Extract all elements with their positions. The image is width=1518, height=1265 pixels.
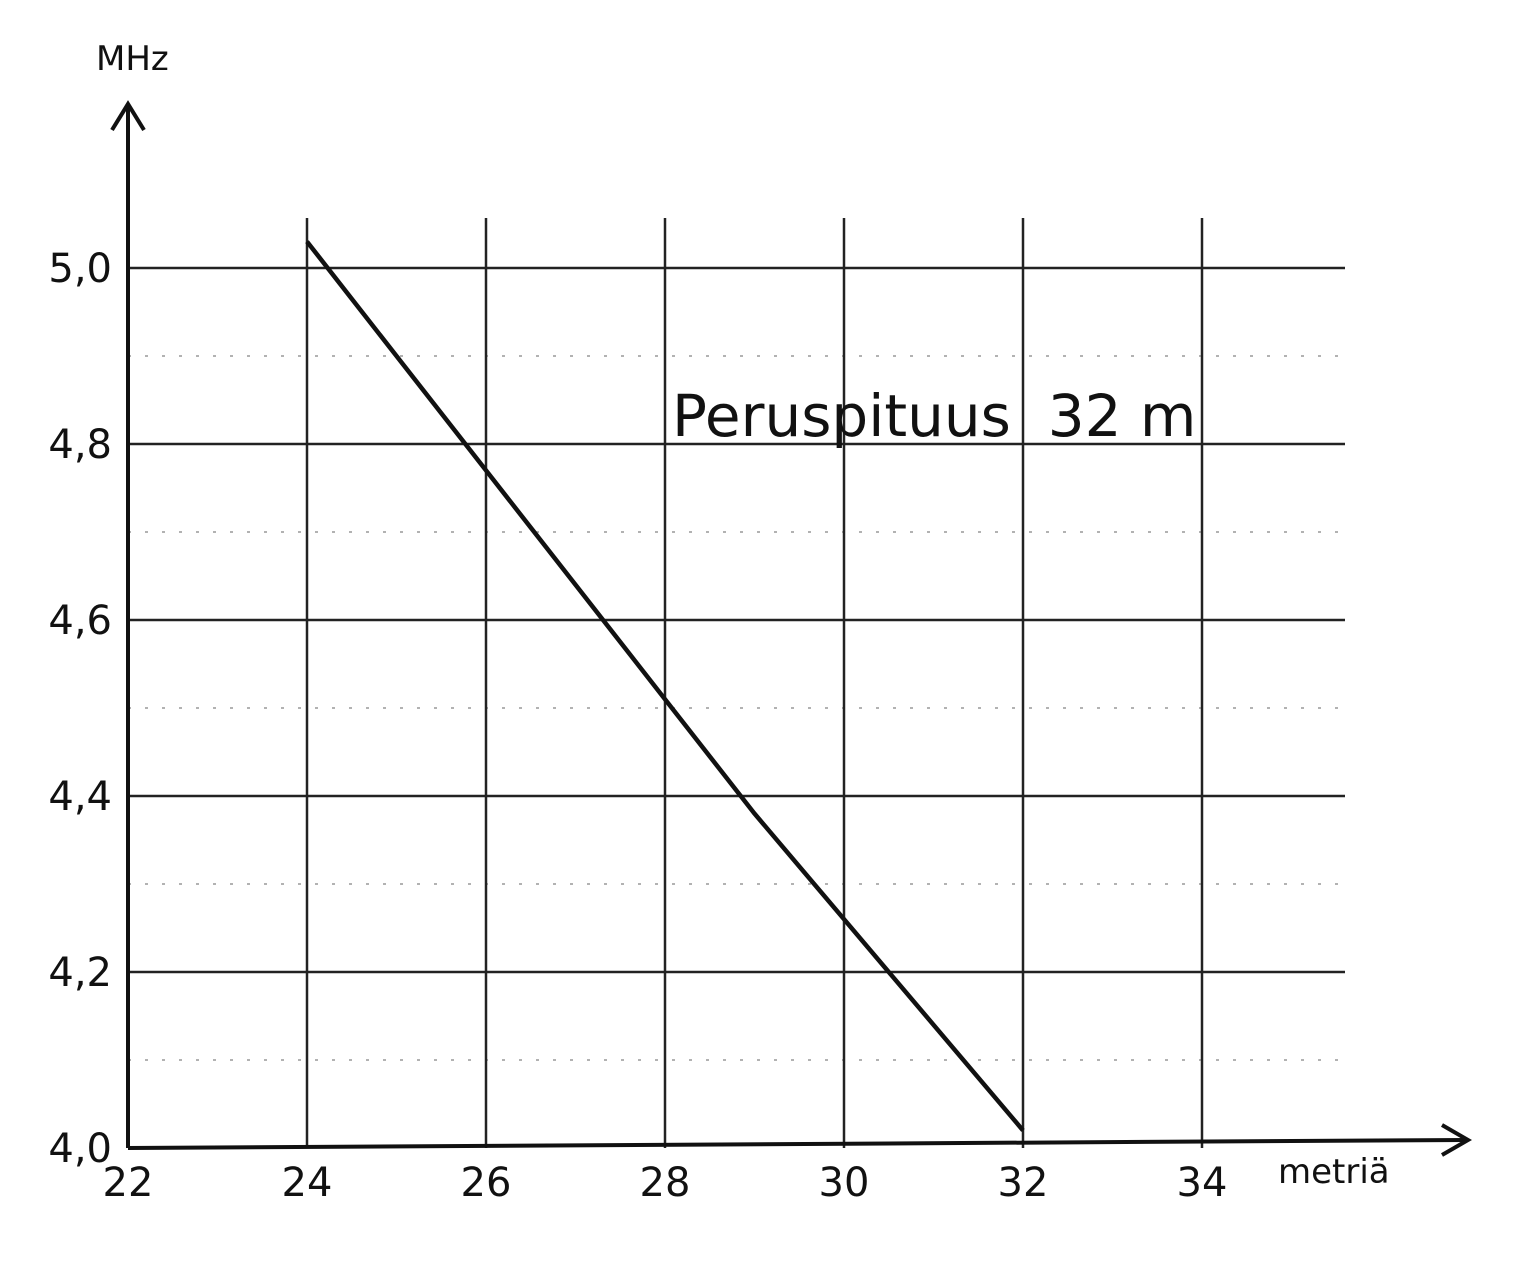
x-tick-labels: 22 24 26 28 30 32 34 — [103, 1160, 1228, 1206]
major-grid — [128, 218, 1345, 1148]
x-tick-label: 26 — [461, 1160, 512, 1206]
y-tick-label: 4,8 — [48, 422, 112, 468]
y-tick-label: 4,4 — [48, 774, 112, 820]
minor-grid — [128, 355, 1345, 1061]
x-axis-arrow — [1441, 1123, 1473, 1157]
y-tick-label: 4,0 — [48, 1126, 112, 1172]
annotation-text: Peruspituus 32 m — [672, 382, 1196, 450]
y-axis-arrow — [110, 100, 146, 132]
y-tick-label: 5,0 — [48, 246, 112, 292]
series-layer — [305, 240, 1025, 1132]
y-tick-labels: 4,0 4,2 4,4 4,6 4,8 5,0 — [48, 246, 112, 1172]
y-tick-label: 4,2 — [48, 950, 112, 996]
x-axis — [127, 1138, 1467, 1150]
axes — [110, 100, 1473, 1157]
x-axis-label: metriä — [1278, 1152, 1390, 1192]
series-line — [305, 240, 1025, 1132]
x-tick-label: 32 — [998, 1160, 1049, 1206]
y-axis-label: MHz — [96, 39, 169, 79]
x-tick-label: 22 — [103, 1160, 154, 1206]
x-tick-label: 24 — [282, 1160, 333, 1206]
x-tick-label: 28 — [640, 1160, 691, 1206]
x-tick-label: 30 — [819, 1160, 870, 1206]
x-tick-label: 34 — [1177, 1160, 1228, 1206]
y-tick-label: 4,6 — [48, 598, 112, 644]
